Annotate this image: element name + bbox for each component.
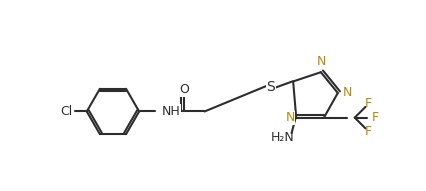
Text: F: F	[364, 125, 371, 138]
Text: F: F	[364, 97, 371, 110]
Text: N: N	[343, 87, 352, 100]
Text: N: N	[316, 55, 325, 68]
Text: H₂N: H₂N	[271, 131, 294, 144]
Text: NH: NH	[161, 105, 180, 118]
Text: O: O	[178, 83, 188, 96]
Text: F: F	[371, 111, 378, 124]
Text: S: S	[266, 80, 274, 94]
Text: Cl: Cl	[60, 105, 73, 118]
Text: N: N	[285, 111, 294, 124]
